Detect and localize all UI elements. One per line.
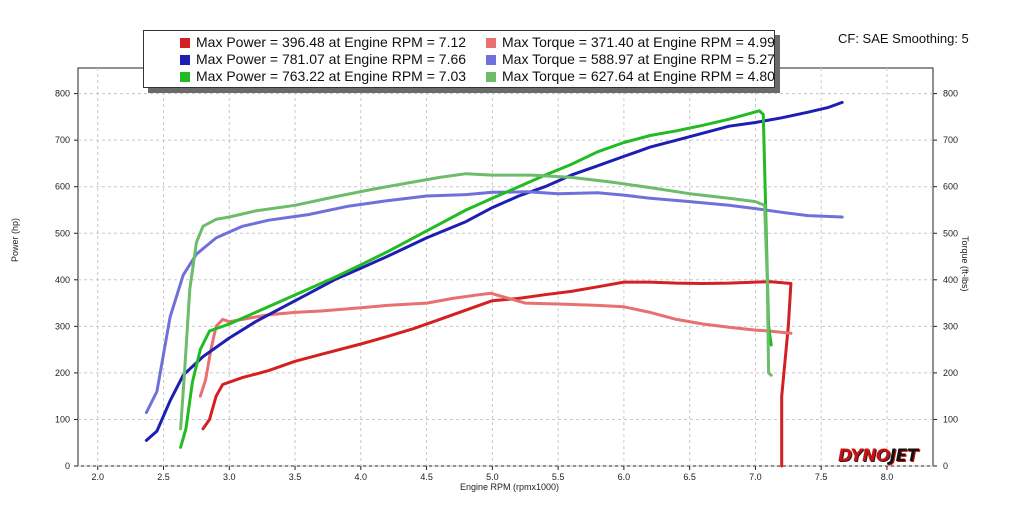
legend-swatch [180, 38, 190, 48]
y-tick-label-right: 100 [943, 414, 958, 424]
y-tick-label-right: 600 [943, 182, 958, 192]
legend-swatch [180, 72, 190, 82]
legend-swatch [486, 38, 496, 48]
series-lines [144, 100, 844, 468]
axis-ticks: 2.0 2.5 3.0 3.5 4.0 4.5 5.0 5.5 6.0 6.5 7.0 7.5 8.0 0… [55, 89, 958, 482]
x-tick-label: 4.5 [420, 472, 433, 482]
plot-background [77, 67, 934, 467]
y-tick-label-left: 0 [65, 461, 70, 471]
x-tick-label: 2.0 [91, 472, 104, 482]
y-axis-right-title: Torque (ft-lbs) [960, 236, 970, 292]
x-tick-label: 3.0 [223, 472, 236, 482]
series-line-0 [201, 280, 793, 468]
y-tick-label-right: 0 [943, 461, 948, 471]
legend-item-green-torque: Max Torque = 627.64 at Engine RPM = 4.80 [486, 68, 775, 84]
y-tick-label-left: 500 [55, 228, 70, 238]
y-tick-label-right: 300 [943, 321, 958, 331]
legend-item-red-torque: Max Torque = 371.40 at Engine RPM = 4.99 [486, 34, 775, 50]
y-tick-label-left: 400 [55, 275, 70, 285]
series-line-4 [179, 109, 773, 449]
cf-label: CF: SAE Smoothing: 5 [838, 31, 969, 46]
series-line-3 [144, 190, 844, 414]
y-tick-label-left: 100 [55, 414, 70, 424]
logo-text-jet: JET [889, 446, 919, 466]
x-tick-label: 5.0 [486, 472, 499, 482]
legend-swatch [180, 55, 190, 65]
grid [78, 68, 933, 467]
x-tick-label: 5.5 [552, 472, 565, 482]
series-line-5 [179, 172, 773, 431]
y-tick-label-left: 200 [55, 368, 70, 378]
series-line-2 [144, 100, 844, 442]
legend-swatch [486, 55, 496, 65]
legend-label: Max Torque = 627.64 at Engine RPM = 4.80 [502, 68, 775, 84]
x-tick-label: 8.0 [881, 472, 894, 482]
y-tick-label-right: 200 [943, 368, 958, 378]
series-line-1 [198, 291, 793, 398]
x-tick-label: 4.0 [355, 472, 368, 482]
y-tick-label-left: 700 [55, 135, 70, 145]
legend-label: Max Torque = 371.40 at Engine RPM = 4.99 [502, 34, 775, 50]
legend-item-blue-power: Max Power = 781.07 at Engine RPM = 7.66 [180, 51, 466, 67]
legend-item-red-power: Max Power = 396.48 at Engine RPM = 7.12 [180, 34, 466, 50]
legend-label: Max Torque = 588.97 at Engine RPM = 5.27 [502, 51, 775, 67]
legend-item-green-power: Max Power = 763.22 at Engine RPM = 7.03 [180, 68, 466, 84]
legend-label: Max Power = 781.07 at Engine RPM = 7.66 [196, 51, 467, 67]
x-tick-label: 6.0 [618, 472, 631, 482]
y-tick-label-right: 500 [943, 228, 958, 238]
x-tick-label: 6.5 [683, 472, 696, 482]
legend: Max Power = 396.48 at Engine RPM = 7.12 … [143, 30, 775, 88]
x-tick-label: 3.5 [289, 472, 302, 482]
dynojet-logo: DYNOJET [838, 446, 918, 466]
y-tick-label-right: 400 [943, 275, 958, 285]
legend-label: Max Power = 396.48 at Engine RPM = 7.12 [196, 34, 467, 50]
legend-item-blue-torque: Max Torque = 588.97 at Engine RPM = 5.27 [486, 51, 775, 67]
x-tick-label: 7.0 [749, 472, 762, 482]
y-axis-left-title: Power (hp) [10, 217, 20, 262]
legend-label: Max Power = 763.22 at Engine RPM = 7.03 [196, 68, 467, 84]
logo-text-dyno: DYNO [838, 446, 890, 466]
legend-swatch [486, 72, 496, 82]
x-tick-label: 7.5 [815, 472, 828, 482]
y-tick-label-left: 600 [55, 182, 70, 192]
x-axis-title: Engine RPM (rpmx1000) [460, 482, 560, 492]
y-tick-label-right: 700 [943, 135, 958, 145]
x-tick-label: 2.5 [157, 472, 170, 482]
y-tick-label-right: 800 [943, 89, 958, 99]
y-tick-label-left: 300 [55, 321, 70, 331]
y-tick-label-left: 800 [55, 89, 70, 99]
